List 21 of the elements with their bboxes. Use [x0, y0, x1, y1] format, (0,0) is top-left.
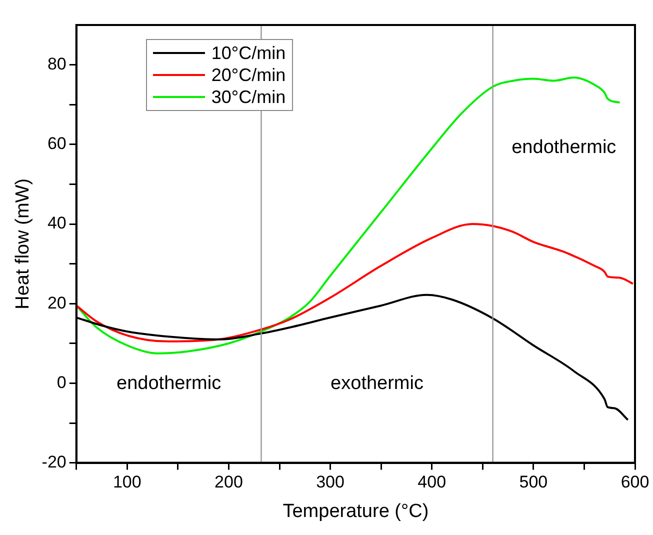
x-tick-label: 400: [418, 472, 446, 492]
x-tick-label: 600: [620, 472, 650, 492]
y-tick-label: 0: [56, 372, 66, 392]
x-tick-label: 500: [519, 472, 548, 492]
y-tick-label: 20: [47, 293, 66, 312]
x-tick-label: 300: [316, 472, 344, 492]
legend-label: 30°C/min: [211, 86, 286, 108]
y-tick-label: -20: [42, 452, 66, 472]
annotation: exothermic: [330, 373, 424, 394]
y-tick-label: 80: [47, 54, 66, 74]
x-tick-label: 100: [112, 472, 142, 492]
legend-label: 20°C/min: [211, 64, 286, 86]
legend-label: 10°C/min: [211, 42, 286, 64]
annotation: endothermic: [116, 373, 222, 394]
annotation: endothermic: [512, 136, 616, 158]
x-axis-title: Temperature (°C): [282, 500, 429, 522]
y-tick-label: 60: [47, 134, 66, 154]
y-axis-title: Heat flow (mW): [12, 178, 34, 310]
y-tick-label: 40: [47, 214, 66, 233]
line-series: [76, 223, 634, 342]
x-tick-label: 200: [214, 472, 243, 492]
